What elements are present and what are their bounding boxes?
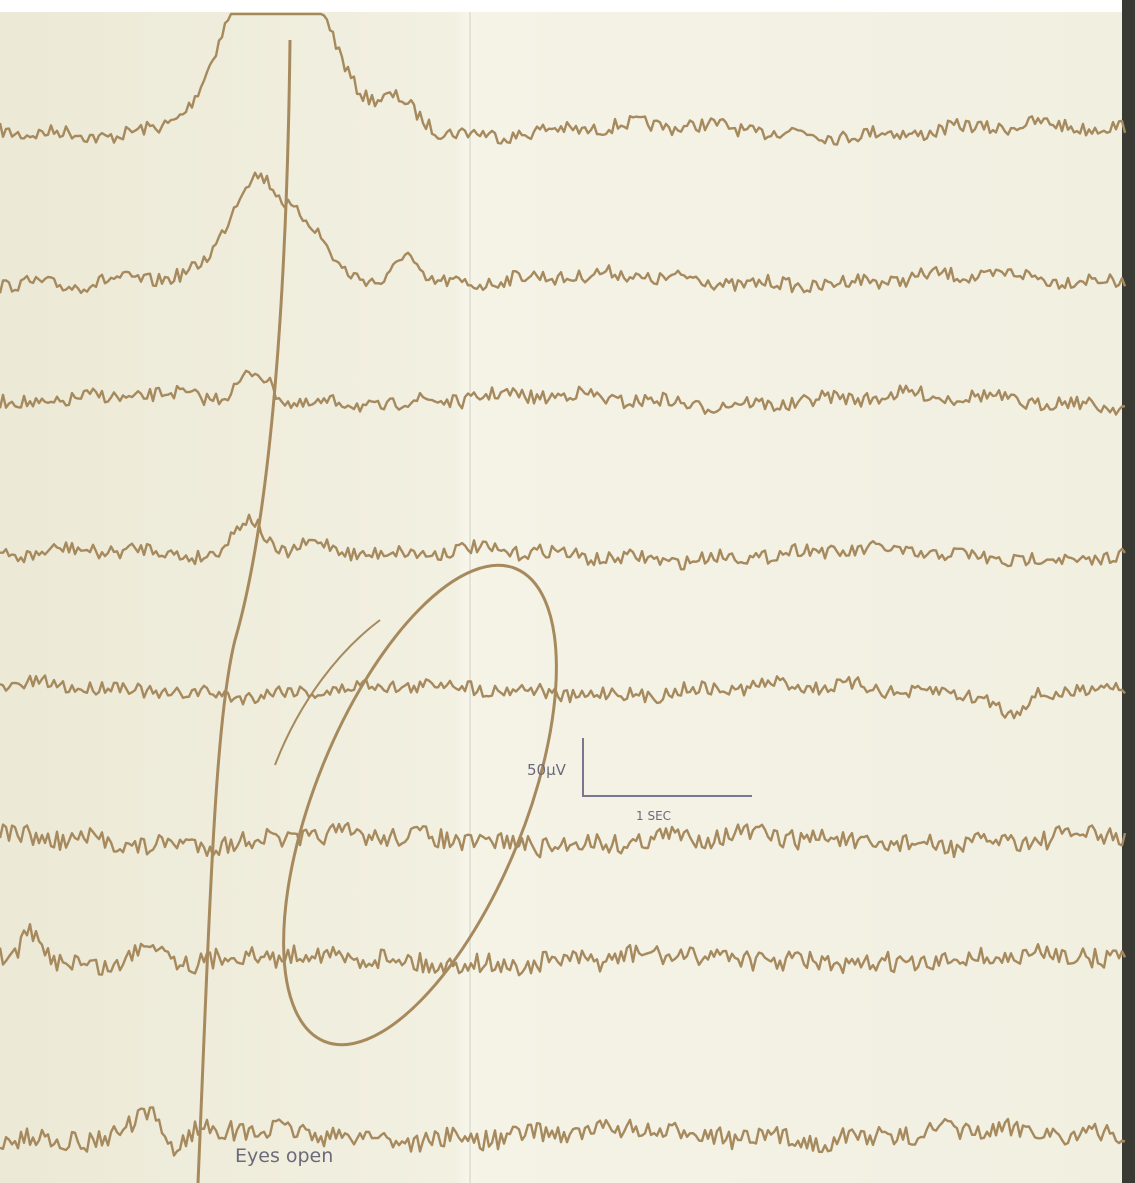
paper [0,0,1135,1183]
right-edge [1122,0,1135,1183]
amplitude-label: 50µV [527,761,567,779]
time-label: 1 SEC [636,809,671,823]
top-margin [0,0,1135,12]
eyes-open-annotation: Eyes open [235,1145,333,1167]
eeg-page: 50µV 1 SEC Eyes open [0,0,1135,1183]
